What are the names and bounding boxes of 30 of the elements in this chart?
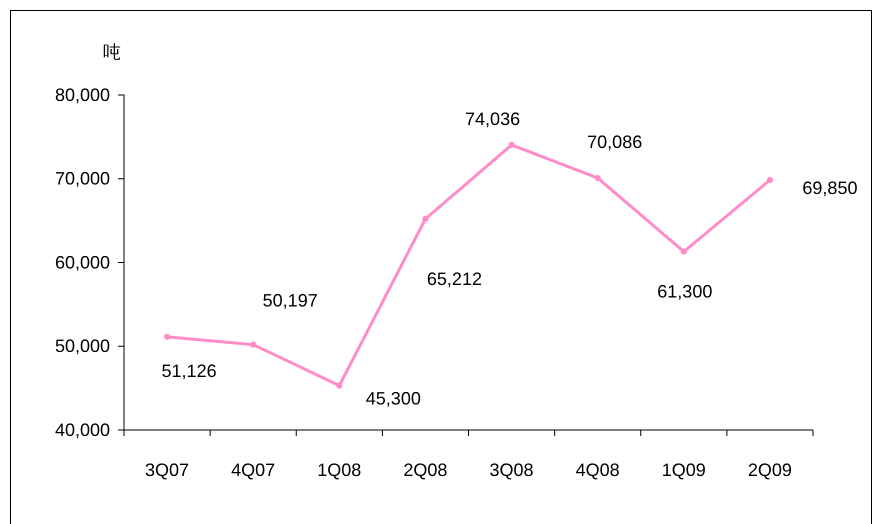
point xyxy=(508,142,515,148)
x-tick-label: 2Q09 xyxy=(748,460,792,480)
data-label: 50,197 xyxy=(262,290,318,311)
data-label: 61,300 xyxy=(657,282,712,302)
point xyxy=(164,334,170,340)
x-tick-label: 1Q08 xyxy=(317,460,362,480)
data-label: 74,036 xyxy=(465,108,520,129)
x-tick-label: 1Q09 xyxy=(662,460,706,480)
x-tick-label: 3Q08 xyxy=(490,460,534,480)
data-label: 70,086 xyxy=(587,132,642,152)
point xyxy=(422,216,429,222)
point xyxy=(336,382,342,389)
y-tick-label: 40,000 xyxy=(54,420,110,440)
x-tick-label: 3Q07 xyxy=(145,460,190,480)
data-label: 51,126 xyxy=(162,360,217,381)
x-tick-label: 4Q07 xyxy=(231,460,276,480)
point xyxy=(250,342,256,348)
y-tick-label: 70,000 xyxy=(54,168,110,189)
y-tick-label: 60,000 xyxy=(54,252,110,272)
x-tick-label: 2Q08 xyxy=(403,460,448,480)
data-label: 69,850 xyxy=(802,178,858,198)
point xyxy=(680,248,687,255)
data-label: 65,212 xyxy=(426,268,482,289)
point xyxy=(594,174,601,182)
y-tick-label: 50,000 xyxy=(54,336,110,356)
y-axis-title: 吨 xyxy=(103,42,121,62)
y-tick-label: 80,000 xyxy=(54,84,110,105)
x-tick-label: 4Q08 xyxy=(576,460,620,480)
data-label: 45,300 xyxy=(366,388,421,409)
point xyxy=(766,176,774,184)
